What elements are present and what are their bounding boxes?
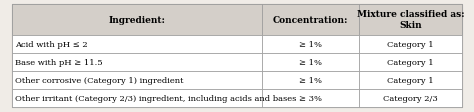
- Text: ≥ 1%: ≥ 1%: [299, 40, 322, 48]
- Bar: [12, 71, 262, 89]
- Bar: [12, 53, 262, 71]
- Bar: [262, 35, 358, 53]
- Text: ≥ 1%: ≥ 1%: [299, 58, 322, 66]
- Text: Category 2/3: Category 2/3: [383, 95, 438, 102]
- Text: Category 1: Category 1: [387, 58, 434, 66]
- Bar: [358, 35, 462, 53]
- Text: ≥ 1%: ≥ 1%: [299, 76, 322, 84]
- Text: Other corrosive (Category 1) ingredient: Other corrosive (Category 1) ingredient: [15, 76, 183, 84]
- Text: ≥ 3%: ≥ 3%: [299, 95, 322, 102]
- Bar: [358, 89, 462, 108]
- Text: Mixture classified as:
Skin: Mixture classified as: Skin: [356, 10, 464, 30]
- Text: Category 1: Category 1: [387, 76, 434, 84]
- Bar: [12, 4, 262, 35]
- Text: Ingredient:: Ingredient:: [108, 15, 165, 24]
- Text: Acid with pH ≤ 2: Acid with pH ≤ 2: [15, 40, 88, 48]
- Bar: [358, 4, 462, 35]
- Text: Other irritant (Category 2/3) ingredient, including acids and bases: Other irritant (Category 2/3) ingredient…: [15, 95, 297, 102]
- Bar: [12, 89, 262, 108]
- Bar: [262, 89, 358, 108]
- Text: Base with pH ≥ 11.5: Base with pH ≥ 11.5: [15, 58, 103, 66]
- Text: Category 1: Category 1: [387, 40, 434, 48]
- Bar: [358, 53, 462, 71]
- Bar: [262, 4, 358, 35]
- Bar: [12, 35, 262, 53]
- Bar: [358, 71, 462, 89]
- Text: Concentration:: Concentration:: [273, 15, 348, 24]
- Bar: [262, 71, 358, 89]
- Bar: [262, 53, 358, 71]
